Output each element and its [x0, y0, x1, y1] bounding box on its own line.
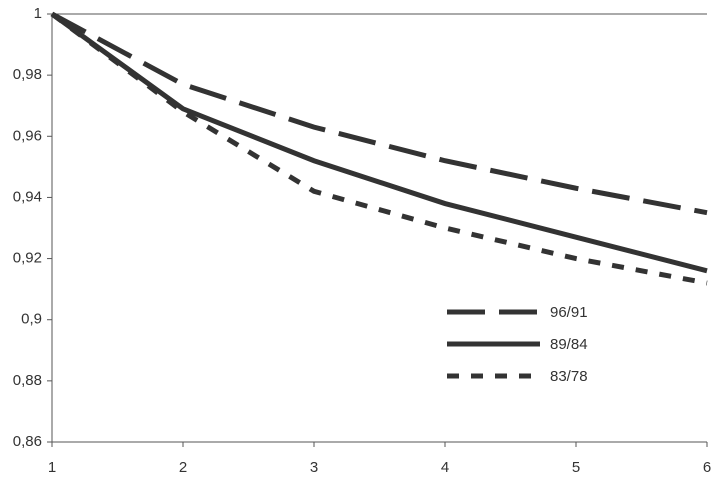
series-line: [50, 11, 708, 286]
y-tick-label: 0,92: [13, 250, 42, 267]
y-tick-label: 0,98: [13, 66, 42, 83]
x-tick-label: 6: [703, 459, 711, 476]
y-tick-label: 0,96: [13, 127, 42, 144]
legend-label: 96/91: [550, 304, 588, 321]
x-tick-label: 3: [310, 459, 318, 476]
x-tick-label: 5: [572, 459, 580, 476]
y-tick-label: 1: [34, 5, 42, 22]
y-tick-label: 0,9: [21, 311, 42, 328]
series-line: [50, 11, 708, 216]
x-tick-label: 4: [441, 459, 449, 476]
series-line: [50, 11, 708, 274]
y-tick-label: 0,86: [13, 433, 42, 450]
y-tick-label: 0,88: [13, 372, 42, 389]
x-tick-label: 1: [48, 459, 56, 476]
legend-label: 89/84: [550, 336, 588, 353]
legend-label: 83/78: [550, 368, 588, 385]
y-tick-label: 0,94: [13, 188, 42, 205]
x-tick-label: 2: [179, 459, 187, 476]
